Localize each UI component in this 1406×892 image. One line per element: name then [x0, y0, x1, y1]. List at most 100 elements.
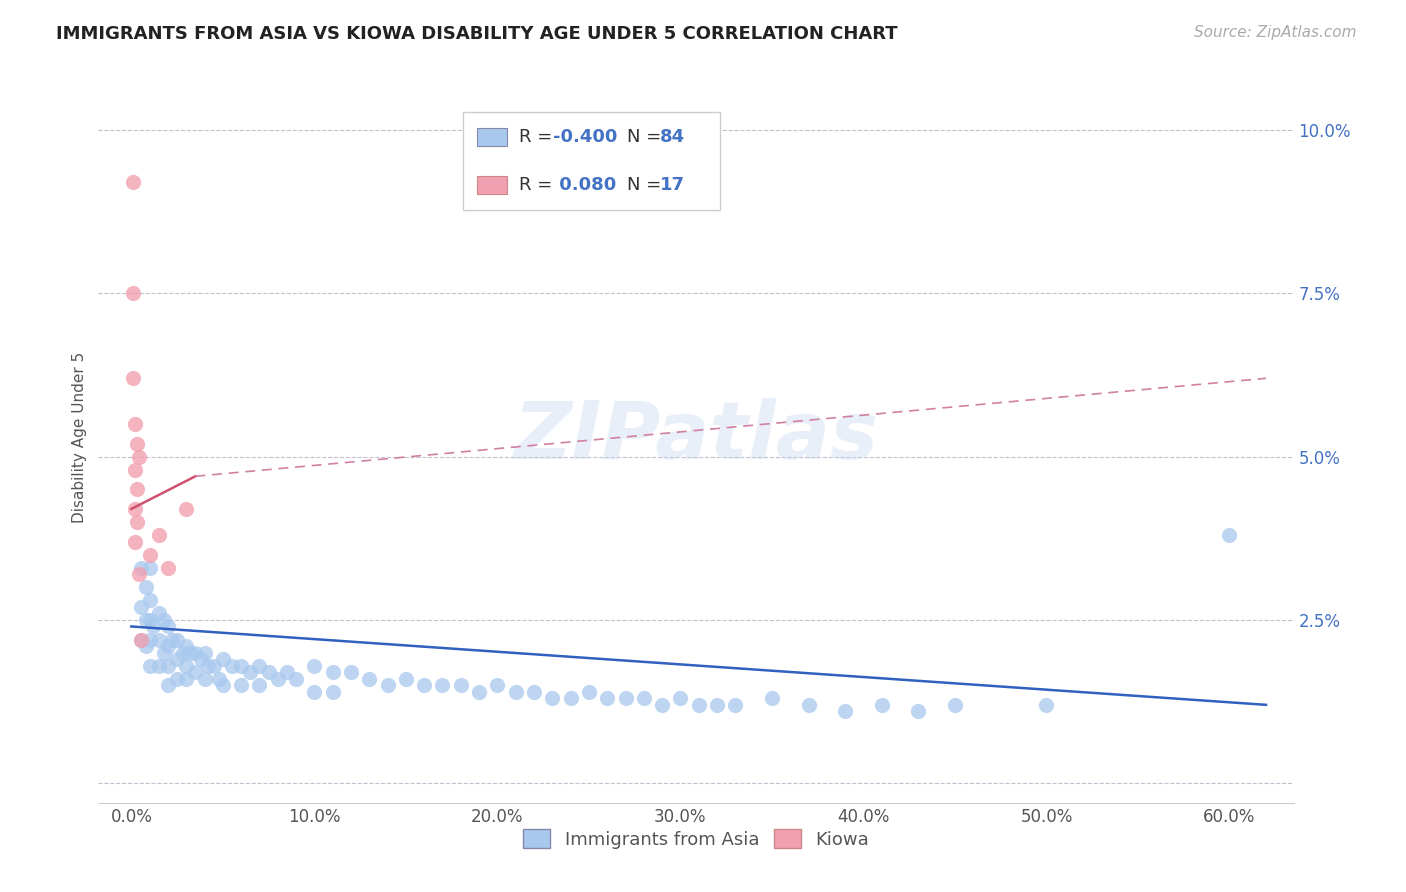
Point [413, 678, 436, 692]
Point [122, 175, 145, 189]
Point [669, 691, 692, 706]
Point [907, 705, 929, 719]
Point [231, 678, 253, 692]
Point [153, 613, 176, 627]
Point [340, 665, 363, 680]
Point [276, 665, 298, 680]
Point [135, 639, 157, 653]
Point [1035, 698, 1057, 712]
Point [138, 632, 160, 647]
Point [128, 450, 150, 464]
Point [596, 691, 619, 706]
Point [267, 672, 290, 686]
Point [797, 698, 820, 712]
Point [156, 619, 179, 633]
Point [870, 698, 893, 712]
Point [174, 502, 197, 516]
Point [174, 639, 197, 653]
Text: ZIPatlas: ZIPatlas [513, 398, 879, 476]
Point [395, 672, 418, 686]
Point [197, 658, 219, 673]
Point [249, 658, 271, 673]
Text: N =: N = [627, 128, 666, 146]
FancyBboxPatch shape [477, 128, 508, 146]
Point [304, 658, 326, 673]
Point [523, 685, 546, 699]
Point [156, 678, 179, 692]
Point [148, 528, 170, 542]
Point [304, 685, 326, 699]
Point [193, 646, 215, 660]
Point [129, 599, 152, 614]
Point [1218, 528, 1240, 542]
Point [148, 658, 170, 673]
Point [688, 698, 710, 712]
Point [468, 685, 491, 699]
FancyBboxPatch shape [477, 176, 508, 194]
Point [202, 658, 225, 673]
Point [486, 678, 509, 692]
Y-axis label: Disability Age Under 5: Disability Age Under 5 [72, 351, 87, 523]
Text: IMMIGRANTS FROM ASIA VS KIOWA DISABILITY AGE UNDER 5 CORRELATION CHART: IMMIGRANTS FROM ASIA VS KIOWA DISABILITY… [56, 25, 898, 43]
Point [285, 672, 308, 686]
Point [138, 593, 160, 607]
Point [166, 632, 188, 647]
Text: R =: R = [519, 128, 558, 146]
Point [184, 646, 207, 660]
Point [135, 580, 157, 594]
Text: 17: 17 [661, 176, 685, 194]
Point [153, 646, 176, 660]
Point [706, 698, 728, 712]
Text: N =: N = [627, 176, 666, 194]
Point [541, 691, 564, 706]
Point [208, 672, 231, 686]
Point [142, 619, 165, 633]
Point [156, 658, 179, 673]
Point [322, 685, 344, 699]
Point [124, 534, 146, 549]
Point [179, 646, 201, 660]
Point [359, 672, 381, 686]
Point [239, 665, 262, 680]
Point [651, 698, 673, 712]
Point [129, 632, 152, 647]
Point [724, 698, 747, 712]
Point [166, 652, 188, 666]
Point [125, 515, 148, 529]
Point [125, 436, 148, 450]
Point [122, 286, 145, 301]
Point [138, 613, 160, 627]
Point [138, 548, 160, 562]
Text: Source: ZipAtlas.com: Source: ZipAtlas.com [1194, 25, 1357, 40]
Point [135, 613, 157, 627]
Point [221, 658, 243, 673]
Point [377, 678, 399, 692]
Point [166, 672, 188, 686]
Point [432, 678, 454, 692]
Point [943, 698, 966, 712]
Point [578, 685, 600, 699]
Point [124, 463, 146, 477]
Point [184, 665, 207, 680]
Point [122, 371, 145, 385]
Point [249, 678, 271, 692]
Point [450, 678, 472, 692]
Point [505, 685, 527, 699]
Point [174, 672, 197, 686]
Point [160, 632, 183, 647]
FancyBboxPatch shape [463, 112, 720, 211]
Point [129, 632, 152, 647]
Point [614, 691, 637, 706]
Point [190, 652, 212, 666]
Point [172, 646, 194, 660]
Point [834, 705, 856, 719]
Point [156, 639, 179, 653]
Point [129, 560, 152, 574]
Point [212, 678, 235, 692]
Text: R =: R = [519, 176, 558, 194]
Point [148, 632, 170, 647]
Point [148, 607, 170, 621]
Point [257, 665, 280, 680]
Point [125, 483, 148, 497]
Point [174, 658, 197, 673]
